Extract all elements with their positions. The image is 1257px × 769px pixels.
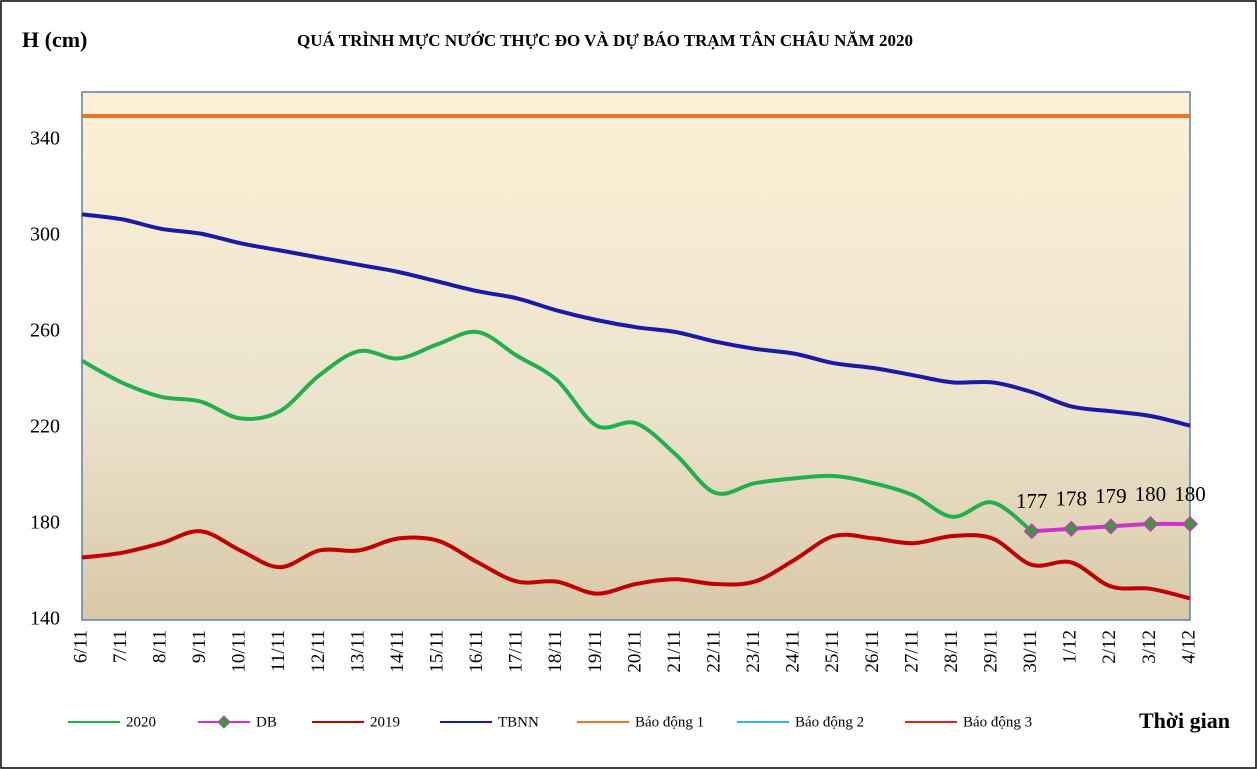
point-marker: [1102, 518, 1119, 535]
point-marker: [1142, 515, 1159, 533]
x-tick-label: 25/11: [822, 630, 843, 673]
x-tick-label: 8/11: [150, 630, 171, 663]
data-label: 179: [1095, 484, 1127, 508]
x-tick-label: 13/11: [347, 630, 368, 673]
x-tick-label: 3/12: [1139, 630, 1160, 664]
data-label: 177: [1016, 489, 1048, 513]
legend-label: DB: [256, 714, 277, 730]
x-tick-label: 19/11: [585, 630, 606, 673]
x-tick-label: 26/11: [862, 630, 883, 673]
legend-label: 2020: [126, 714, 156, 730]
legend-label: Báo động 1: [635, 714, 704, 730]
point-marker: [1023, 523, 1040, 540]
data-label: 178: [1056, 487, 1088, 511]
x-tick-label: 9/11: [189, 630, 210, 663]
x-tick-label: 11/11: [268, 630, 289, 672]
legend-label: 2019: [370, 714, 400, 730]
x-tick-label: 27/11: [901, 630, 922, 673]
x-tick-label: 28/11: [941, 630, 962, 673]
point-marker: [1063, 520, 1080, 537]
x-tick-label: 14/11: [387, 630, 408, 673]
x-tick-label: 4/12: [1178, 630, 1199, 664]
y-tick-label: 140: [30, 608, 60, 630]
x-tick-label: 23/11: [743, 630, 764, 673]
x-tick-label: 2/12: [1099, 630, 1120, 664]
x-tick-label: 21/11: [664, 630, 685, 673]
x-tick-label: 16/11: [466, 630, 487, 673]
y-tick-label: 300: [30, 224, 60, 246]
legend-label: TBNN: [498, 714, 539, 730]
legend-label: Báo động 3: [963, 714, 1032, 730]
y-axis-label: H (cm): [22, 27, 87, 52]
plot-area: [81, 91, 1191, 621]
y-tick-label: 340: [30, 128, 60, 150]
series-line: [81, 329, 1033, 533]
x-tick-label: 24/11: [783, 630, 804, 673]
data-label: 180: [1135, 482, 1167, 506]
y-tick-label: 180: [30, 512, 60, 534]
legend-label: Báo động 2: [795, 714, 864, 730]
y-tick-label: 220: [30, 416, 60, 438]
x-tick-label: 10/11: [229, 630, 250, 673]
x-tick-label: 7/11: [110, 630, 131, 663]
series-line: [81, 529, 1191, 601]
data-label: 180: [1174, 482, 1206, 506]
legend-marker: [217, 715, 231, 729]
x-tick-label: 22/11: [704, 630, 725, 673]
x-tick-label: 20/11: [624, 630, 645, 673]
x-tick-label: 6/11: [70, 630, 91, 663]
point-marker: [1181, 515, 1199, 533]
x-tick-label: 15/11: [427, 630, 448, 673]
series-line: [81, 212, 1191, 428]
x-tick-label: 1/12: [1060, 630, 1081, 664]
y-tick-label: 260: [30, 320, 60, 342]
x-axis-label: Thời gian: [1139, 708, 1230, 733]
chart-title: QUÁ TRÌNH MỰC NƯỚC THỰC ĐO VÀ DỰ BÁO TRẠ…: [297, 31, 913, 50]
x-tick-label: 12/11: [308, 630, 329, 673]
x-tick-label: 30/11: [1020, 630, 1041, 673]
x-tick-label: 29/11: [981, 630, 1002, 673]
x-tick-label: 17/11: [506, 630, 527, 673]
x-tick-label: 18/11: [545, 630, 566, 673]
